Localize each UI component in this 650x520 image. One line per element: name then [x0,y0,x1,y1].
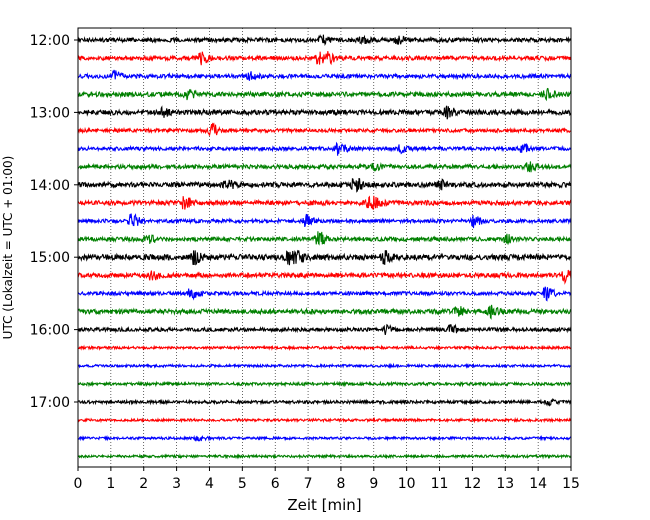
trace-1730 [77,434,572,442]
y-tick-label: 15:00 [30,250,70,266]
trace-series [77,34,572,460]
y-tick-label: 16:00 [30,323,70,339]
trace-1600 [77,323,572,335]
y-axis-ticks: 12:00 13:00 14:00 15:00 16:00 17:00 [30,33,78,411]
x-tick-label: 13 [496,476,514,492]
x-tick-label: 15 [562,476,580,492]
trace-1415 [77,195,572,211]
x-tick-label: 8 [336,476,345,492]
trace-1200 [77,34,572,47]
x-tick-label: 10 [398,476,416,492]
trace-1230 [77,69,572,81]
trace-1615 [77,344,572,352]
trace-1245 [77,87,572,102]
y-tick-label: 17:00 [30,395,70,411]
y-tick-label: 13:00 [30,105,70,121]
x-tick-label: 1 [106,476,115,492]
trace-1345 [77,161,572,173]
x-tick-label: 14 [529,476,547,492]
trace-1545 [77,304,572,320]
trace-1430 [77,213,572,229]
x-axis-ticks: 0 1 2 3 4 5 6 7 8 9 10 11 12 13 14 15 [74,467,580,492]
trace-1330 [77,141,572,156]
trace-1400 [77,177,572,193]
trace-1300 [77,105,572,120]
y-tick-label: 12:00 [30,33,70,49]
trace-1215 [77,51,572,66]
trace-1315 [77,122,572,136]
x-tick-label: 9 [369,476,378,492]
x-tick-label: 3 [172,476,181,492]
trace-1530 [77,286,572,302]
x-axis-label: Zeit [min] [287,496,361,514]
x-tick-label: 6 [271,476,280,492]
x-tick-label: 11 [431,476,449,492]
x-tick-label: 12 [463,476,481,492]
grid-lines [110,28,539,467]
trace-1515 [77,269,572,285]
trace-1445 [77,231,572,246]
x-tick-label: 5 [238,476,247,492]
y-axis-label: UTC (Lokalzeit = UTC + 01:00) [1,156,15,340]
y-tick-label: 14:00 [30,178,70,194]
x-tick-label: 7 [304,476,313,492]
trace-1715 [77,416,572,424]
trace-1745 [77,453,572,460]
x-tick-label: 0 [74,476,83,492]
plot-area-frame [77,27,572,468]
trace-1500 [77,249,572,266]
trace-1630 [77,362,572,369]
x-tick-label: 2 [139,476,148,492]
trace-1645 [77,380,572,388]
x-tick-label: 4 [205,476,214,492]
trace-1700 [77,397,572,407]
